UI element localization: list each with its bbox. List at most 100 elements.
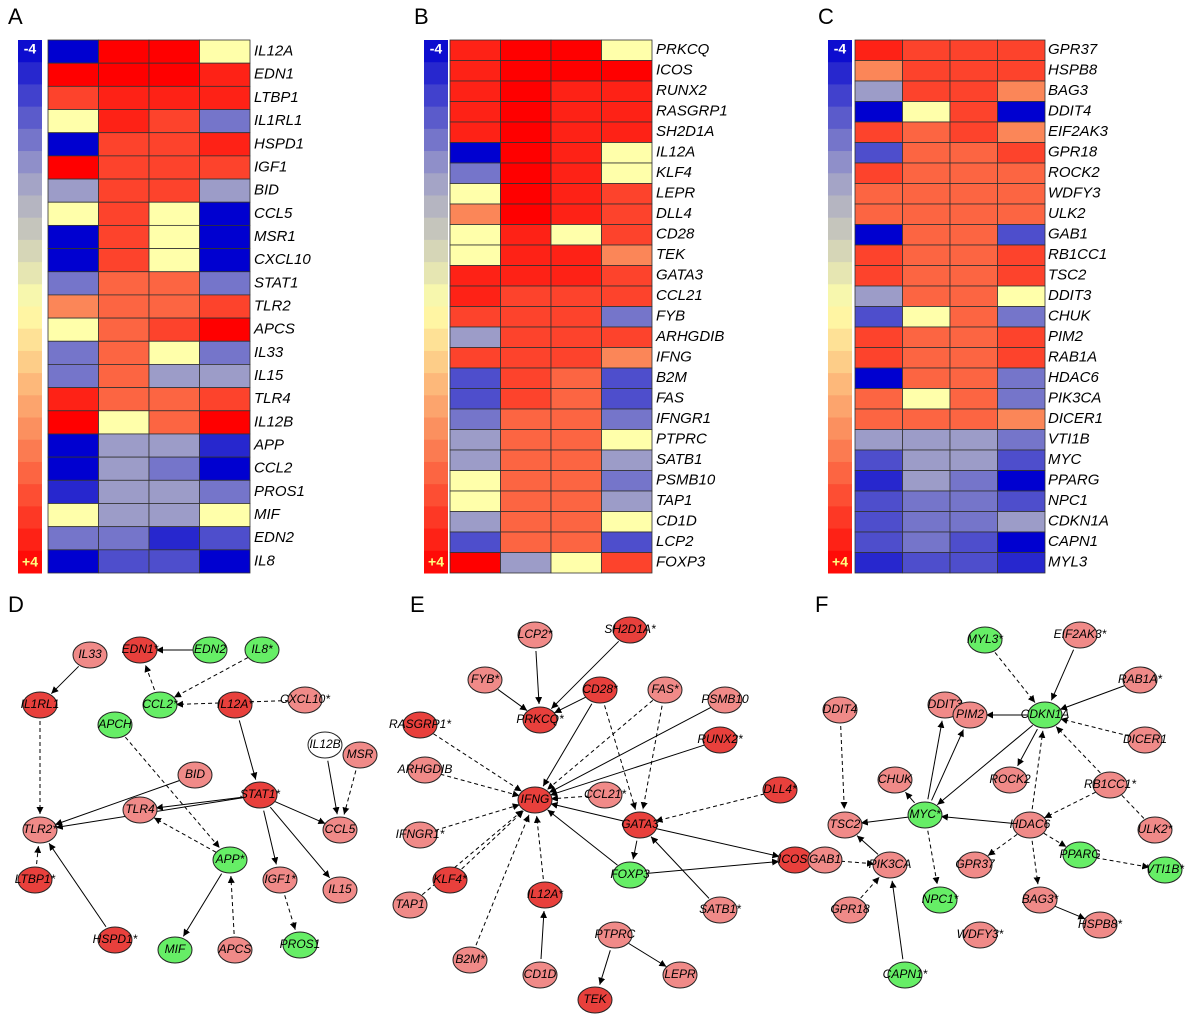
heatmap-cell bbox=[550, 490, 602, 512]
edge bbox=[655, 828, 780, 859]
node bbox=[647, 676, 683, 704]
colorbar-tick-label: +4 bbox=[22, 554, 38, 570]
heatmap-cell bbox=[47, 248, 99, 273]
heatmap-cell bbox=[854, 60, 903, 82]
node bbox=[517, 621, 553, 649]
edge bbox=[1059, 685, 1126, 711]
heatmap-cell bbox=[199, 62, 251, 87]
heatmap-cell bbox=[449, 347, 501, 369]
heatmap-cell bbox=[500, 367, 552, 389]
heatmap-cell bbox=[902, 224, 951, 246]
gene-label: STAT1 bbox=[254, 274, 298, 291]
gene-label: FOXP3 bbox=[656, 554, 706, 571]
heatmap-cell bbox=[949, 224, 998, 246]
heatmap-cell bbox=[949, 39, 998, 61]
gene-label: PIK3CA bbox=[1048, 390, 1101, 407]
heatmap-cell bbox=[449, 39, 501, 61]
node-label: DDIT3 bbox=[928, 697, 963, 711]
heatmap-cell bbox=[148, 201, 200, 226]
node bbox=[992, 766, 1028, 794]
colorbar-segment bbox=[828, 62, 852, 85]
heatmap-cell bbox=[199, 479, 251, 504]
colorbar-segment bbox=[828, 417, 852, 441]
heatmap-cell bbox=[997, 121, 1046, 143]
edge bbox=[263, 810, 279, 865]
gene-label: DICER1 bbox=[1048, 410, 1103, 427]
edge bbox=[840, 725, 848, 810]
node bbox=[177, 761, 213, 789]
gene-label: IL12A bbox=[656, 144, 695, 161]
heatmap-cell bbox=[854, 121, 903, 143]
heatmap-cell bbox=[47, 132, 99, 157]
heatmap-cell bbox=[902, 121, 951, 143]
heatmap-cell bbox=[550, 265, 602, 287]
node bbox=[322, 876, 358, 904]
heatmap-cell bbox=[854, 326, 903, 348]
gene-label: IL8 bbox=[254, 552, 276, 569]
heatmap-cell bbox=[997, 388, 1046, 410]
edge bbox=[1095, 857, 1150, 870]
node-label: CCL21* bbox=[584, 787, 626, 801]
colorbar-segment bbox=[828, 217, 852, 241]
colorbar-segment bbox=[424, 328, 448, 352]
colorbar-segment bbox=[18, 461, 42, 485]
node-label: IL1RL1 bbox=[21, 697, 60, 711]
heatmap-cell bbox=[854, 490, 903, 512]
colorbar-segment bbox=[424, 195, 448, 219]
node bbox=[702, 726, 738, 754]
heatmap-cell bbox=[550, 470, 602, 492]
heatmap-cell bbox=[148, 62, 200, 87]
heatmap-cell bbox=[148, 39, 200, 64]
heatmap-cell bbox=[98, 294, 150, 319]
node-label: SH2D1A* bbox=[604, 622, 656, 636]
gene-label: TLR2 bbox=[254, 297, 291, 314]
heatmap-cell bbox=[500, 224, 552, 246]
heatmap-cell bbox=[949, 531, 998, 553]
colorbar-segment bbox=[828, 106, 852, 130]
heatmap-cell bbox=[902, 552, 951, 574]
heatmap-cell bbox=[601, 326, 653, 348]
heatmap-cell bbox=[949, 162, 998, 184]
node bbox=[122, 636, 158, 664]
edge bbox=[927, 830, 940, 885]
gene-label: TLR4 bbox=[254, 390, 291, 407]
node bbox=[662, 961, 698, 989]
heatmap-cell bbox=[148, 526, 200, 551]
heatmap-cell bbox=[500, 347, 552, 369]
heatmap-cell bbox=[500, 388, 552, 410]
heatmap-cell bbox=[199, 340, 251, 365]
gene-label: ULK2 bbox=[1048, 205, 1086, 222]
node-label: CCL2* bbox=[142, 697, 178, 711]
node-label: CHUK bbox=[878, 772, 913, 786]
edge bbox=[987, 834, 1018, 856]
heatmap-cell bbox=[854, 449, 903, 471]
heatmap-cell bbox=[500, 244, 552, 266]
heatmap-cell bbox=[449, 531, 501, 553]
heatmap-cell bbox=[47, 317, 99, 342]
heatmap-cell bbox=[98, 549, 150, 574]
edge bbox=[342, 770, 357, 815]
panel-label: A bbox=[8, 4, 23, 29]
edge bbox=[550, 801, 625, 822]
node-label: FAS* bbox=[651, 682, 678, 696]
heatmap-cell bbox=[449, 367, 501, 389]
node-label: DDIT4 bbox=[823, 702, 858, 716]
heatmap-cell bbox=[47, 340, 99, 365]
node-label: PPARG bbox=[1059, 847, 1100, 861]
heatmap-cell bbox=[997, 285, 1046, 307]
edge bbox=[628, 942, 667, 968]
node-label: IL12A* bbox=[217, 697, 253, 711]
colorbar-segment bbox=[18, 40, 42, 63]
colorbar-segment bbox=[828, 306, 852, 330]
heatmap-cell bbox=[47, 410, 99, 435]
gene-label: BAG3 bbox=[1048, 82, 1089, 99]
colorbar-segment bbox=[424, 506, 448, 530]
node-label: PIK3CA bbox=[869, 857, 912, 871]
gene-label: IL1RL1 bbox=[254, 112, 302, 129]
heatmap-cell bbox=[902, 531, 951, 553]
node bbox=[832, 896, 868, 924]
colorbar-segment bbox=[424, 350, 448, 374]
heatmap-cell bbox=[199, 526, 251, 551]
heatmap-cell bbox=[550, 552, 602, 574]
heatmap-cell bbox=[997, 101, 1046, 123]
